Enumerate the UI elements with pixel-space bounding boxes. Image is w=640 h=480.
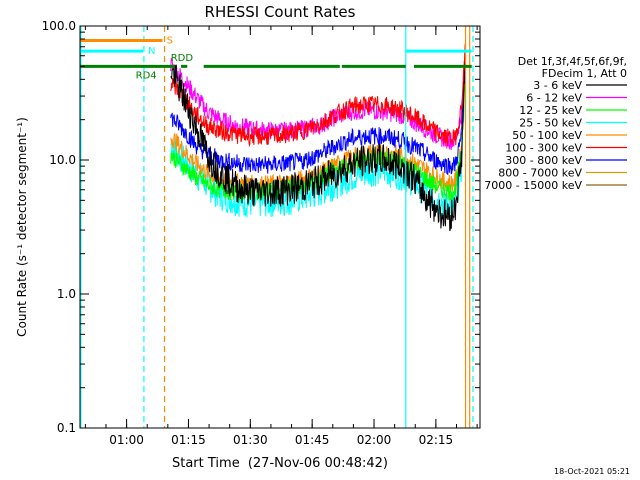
footer-timestamp: 18-Oct-2021 05:21 bbox=[554, 467, 630, 476]
series-line-6 bbox=[170, 62, 466, 176]
series-line-0 bbox=[170, 61, 466, 232]
y-axis-ticks: 0.1 1.0 10.0 100.0 bbox=[42, 19, 480, 435]
series-line-1 bbox=[170, 49, 466, 151]
x-tick-label: 01:00 bbox=[109, 433, 144, 447]
y-tick-label: 10.0 bbox=[49, 153, 76, 167]
legend-entry-label: 3 - 6 keV bbox=[533, 79, 582, 92]
x-tick-label: 02:15 bbox=[419, 433, 454, 447]
axes-layer bbox=[79, 25, 481, 429]
vertical-markers-layer bbox=[80, 26, 474, 428]
legend-entry-label: 25 - 50 keV bbox=[519, 117, 582, 130]
plot-frame bbox=[79, 25, 481, 429]
attenuator-label-RDD: RDD bbox=[171, 53, 194, 64]
y-tick-label: 0.1 bbox=[57, 421, 76, 435]
x-axis-start-time: (27-Nov-06 00:48:42) bbox=[248, 456, 388, 471]
attenuator-bars-layer: S N RD4 RDD bbox=[80, 35, 472, 81]
legend-entry-label: 50 - 100 keV bbox=[512, 129, 582, 142]
y-axis-label: Count Rate (s⁻¹ detector segment⁻¹) bbox=[15, 117, 29, 337]
attenuator-label-N: N bbox=[148, 46, 155, 57]
legend-header-line: FDecim 1, Att 0 bbox=[542, 67, 627, 80]
attenuator-label-RD4: RD4 bbox=[136, 70, 157, 81]
legend-entry-label: 100 - 300 keV bbox=[505, 142, 582, 155]
series-line-5 bbox=[170, 43, 466, 148]
x-tick-label: 01:15 bbox=[171, 433, 206, 447]
attenuator-label-S: S bbox=[167, 35, 173, 46]
x-axis-label-prefix: Start Time bbox=[172, 456, 240, 471]
legend-entry-label: 7000 - 15000 keV bbox=[484, 179, 582, 192]
legend-entry-label: 800 - 7000 keV bbox=[498, 167, 582, 180]
y-tick-label: 100.0 bbox=[42, 19, 76, 33]
y-tick-label: 1.0 bbox=[57, 287, 76, 301]
legend: Det 1f,3f,4f,5f,6f,9f,FDecim 1, Att 03 -… bbox=[484, 55, 627, 192]
chart-title: RHESSI Count Rates bbox=[205, 3, 356, 21]
legend-entry-label: 6 - 12 keV bbox=[526, 92, 582, 105]
legend-entry-label: 12 - 25 keV bbox=[519, 104, 582, 117]
x-tick-label: 01:45 bbox=[295, 433, 330, 447]
x-axis-label: Start Time (27-Nov-06 00:48:42) bbox=[172, 456, 388, 471]
legend-entry-label: 300 - 800 keV bbox=[505, 154, 582, 167]
x-tick-label: 01:30 bbox=[233, 433, 268, 447]
x-axis-ticks: 01:00 01:15 01:30 01:45 02:00 02:15 bbox=[84, 26, 478, 447]
series-layer bbox=[170, 43, 466, 232]
legend-header-line: Det 1f,3f,4f,5f,6f,9f, bbox=[518, 55, 627, 68]
x-tick-label: 02:00 bbox=[357, 433, 392, 447]
